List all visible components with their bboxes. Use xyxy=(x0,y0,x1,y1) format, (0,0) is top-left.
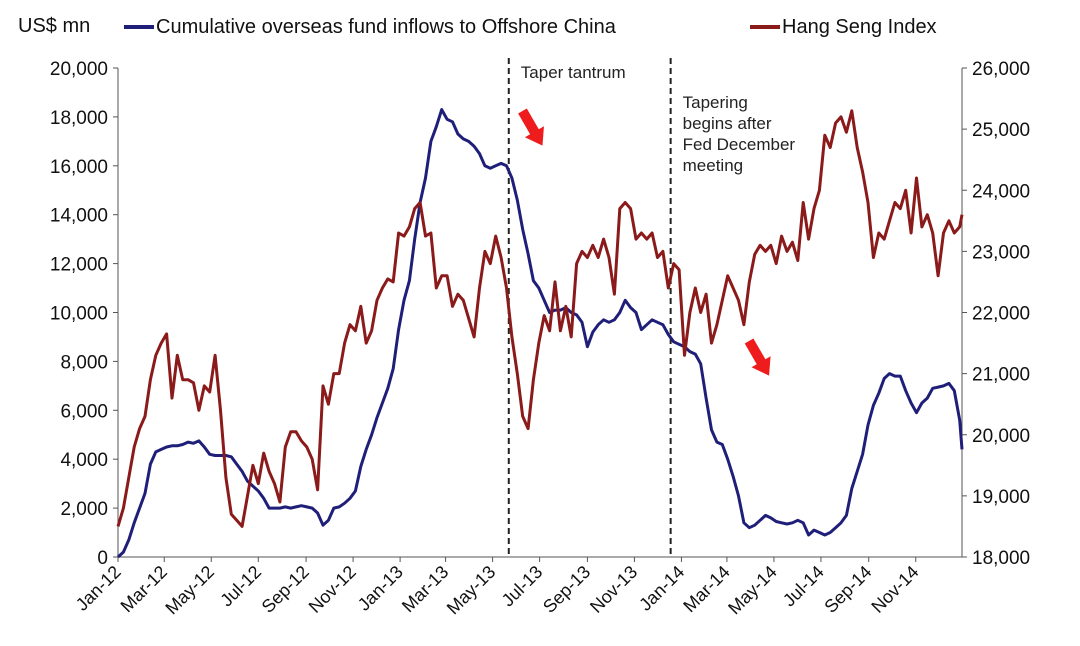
left-tick-label: 0 xyxy=(97,548,108,569)
x-tick-label: Nov-13 xyxy=(586,562,641,617)
left-tick-label: 2,000 xyxy=(60,499,108,520)
left-tick-label: 8,000 xyxy=(60,352,108,373)
right-tick-label: 22,000 xyxy=(972,304,1030,325)
x-tick-label: Sep-14 xyxy=(820,562,875,617)
right-tick-label: 18,000 xyxy=(972,548,1030,569)
event-label: Tapering xyxy=(683,93,748,112)
right-tick-label: 23,000 xyxy=(972,242,1030,263)
x-tick-label: Nov-14 xyxy=(867,562,922,617)
event-label: Fed December xyxy=(683,135,796,154)
x-tick-label: Mar-14 xyxy=(679,562,733,616)
x-tick-label: Mar-13 xyxy=(398,562,452,616)
red-down-arrow xyxy=(518,108,544,146)
left-axis-unit-label: US$ mn xyxy=(18,15,90,37)
left-tick-label: 14,000 xyxy=(50,206,108,227)
legend-label: Hang Seng Index xyxy=(782,16,937,38)
left-tick-label: 16,000 xyxy=(50,157,108,178)
x-tick-label: May-12 xyxy=(162,562,219,619)
arrow-shape xyxy=(744,338,771,376)
left-tick-label: 4,000 xyxy=(60,450,108,471)
x-tick-label: Nov-12 xyxy=(305,562,360,617)
event-markers: Taper tantrum Tapering begins after Fed Dec… xyxy=(507,58,796,557)
red-down-arrow xyxy=(744,338,771,376)
left-tick-label: 6,000 xyxy=(60,401,108,422)
arrow-shape xyxy=(518,108,544,146)
event-label: begins after xyxy=(683,114,772,133)
x-tick-label: May-14 xyxy=(724,562,781,619)
right-tick-label: 21,000 xyxy=(972,365,1030,386)
x-tick-label: Mar-12 xyxy=(117,562,171,616)
legend-label: Cumulative overseas fund inflows to Offs… xyxy=(156,16,617,38)
x-tick-label: Jan-12 xyxy=(72,562,125,615)
x-tick-label: Sep-13 xyxy=(539,562,594,617)
right-tick-label: 26,000 xyxy=(972,59,1030,80)
x-tick-label: May-13 xyxy=(443,562,500,619)
event-label: Taper tantrum xyxy=(521,63,626,82)
x-tick-label: Jan-13 xyxy=(354,562,407,615)
left-tick-label: 12,000 xyxy=(50,255,108,276)
right-tick-label: 25,000 xyxy=(972,120,1030,141)
event-label: meeting xyxy=(683,156,743,175)
annotation-arrows xyxy=(518,108,771,376)
left-tick-label: 10,000 xyxy=(50,304,108,325)
legend: Cumulative overseas fund inflows to Offs… xyxy=(124,16,937,38)
series-line-1 xyxy=(116,108,964,559)
left-tick-label: 18,000 xyxy=(50,108,108,129)
series-line-2 xyxy=(116,109,964,528)
right-tick-label: 24,000 xyxy=(972,181,1030,202)
right-tick-label: 19,000 xyxy=(972,487,1030,508)
left-tick-label: 20,000 xyxy=(50,59,108,80)
right-tick-label: 20,000 xyxy=(972,426,1030,447)
x-tick-label: Jan-14 xyxy=(635,562,688,615)
series-lines xyxy=(116,108,964,559)
x-tick-label: Sep-12 xyxy=(258,562,313,617)
